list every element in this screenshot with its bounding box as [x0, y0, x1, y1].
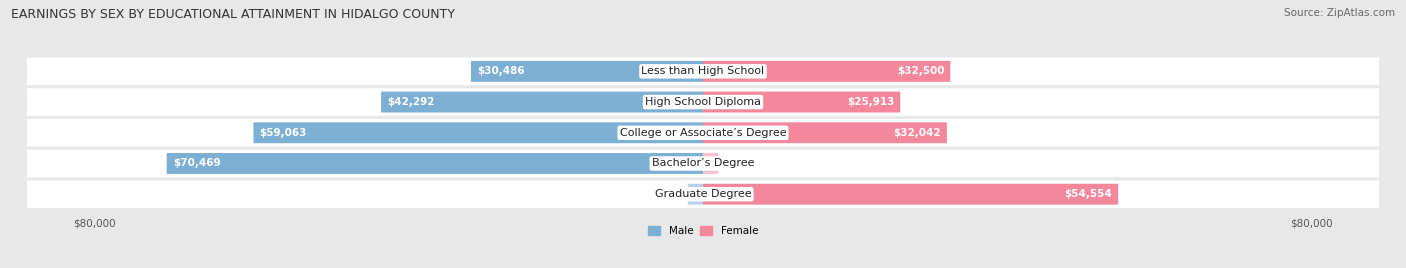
- Text: College or Associate’s Degree: College or Associate’s Degree: [620, 128, 786, 138]
- FancyBboxPatch shape: [381, 92, 703, 113]
- Text: $70,469: $70,469: [173, 158, 221, 169]
- FancyBboxPatch shape: [27, 150, 1379, 177]
- Text: $0: $0: [721, 158, 734, 169]
- Text: Source: ZipAtlas.com: Source: ZipAtlas.com: [1284, 8, 1395, 18]
- Text: $30,486: $30,486: [477, 66, 524, 76]
- FancyBboxPatch shape: [471, 61, 703, 82]
- FancyBboxPatch shape: [703, 61, 950, 82]
- FancyBboxPatch shape: [27, 119, 1379, 147]
- FancyBboxPatch shape: [167, 153, 703, 174]
- Text: $0: $0: [672, 189, 685, 199]
- Text: EARNINGS BY SEX BY EDUCATIONAL ATTAINMENT IN HIDALGO COUNTY: EARNINGS BY SEX BY EDUCATIONAL ATTAINMEN…: [11, 8, 456, 21]
- Legend: Male, Female: Male, Female: [644, 222, 762, 240]
- FancyBboxPatch shape: [253, 122, 703, 143]
- Text: $32,042: $32,042: [893, 128, 941, 138]
- Text: $25,913: $25,913: [846, 97, 894, 107]
- FancyBboxPatch shape: [688, 184, 703, 205]
- Text: $42,292: $42,292: [387, 97, 434, 107]
- Text: $59,063: $59,063: [260, 128, 307, 138]
- Text: Bachelor’s Degree: Bachelor’s Degree: [652, 158, 754, 169]
- FancyBboxPatch shape: [703, 92, 900, 113]
- FancyBboxPatch shape: [703, 184, 1118, 205]
- FancyBboxPatch shape: [27, 180, 1379, 208]
- Text: $54,554: $54,554: [1064, 189, 1112, 199]
- FancyBboxPatch shape: [27, 88, 1379, 116]
- Text: Less than High School: Less than High School: [641, 66, 765, 76]
- FancyBboxPatch shape: [703, 153, 718, 174]
- FancyBboxPatch shape: [703, 122, 946, 143]
- Text: Graduate Degree: Graduate Degree: [655, 189, 751, 199]
- FancyBboxPatch shape: [27, 58, 1379, 85]
- Text: High School Diploma: High School Diploma: [645, 97, 761, 107]
- Text: $32,500: $32,500: [897, 66, 945, 76]
